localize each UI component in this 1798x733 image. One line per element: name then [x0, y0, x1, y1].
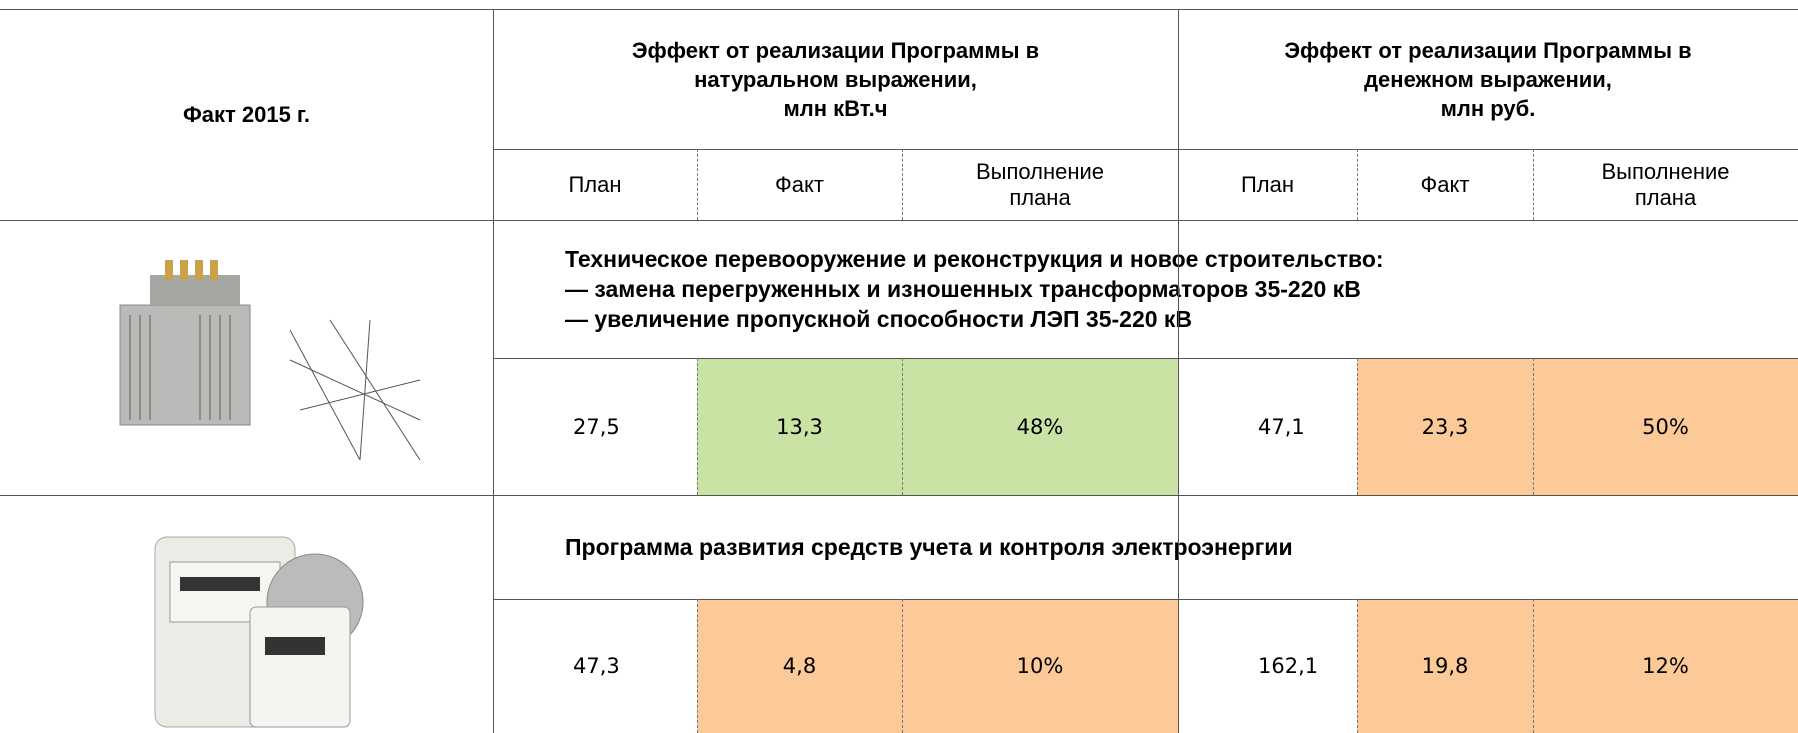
- value-cell: 4,8: [697, 599, 902, 733]
- rule: [902, 358, 903, 495]
- transformer-image: [90, 260, 470, 460]
- text-line: Факт: [775, 172, 824, 198]
- text-line: 27,5: [573, 415, 620, 439]
- rule: [0, 9, 1798, 10]
- header-title: Факт 2015 г.: [0, 9, 493, 220]
- text-line: Выполнение: [1601, 159, 1729, 185]
- rule: [902, 149, 903, 220]
- text-line: Эффект от реализации Программы в: [1284, 36, 1691, 65]
- text-line: 12%: [1642, 654, 1689, 678]
- text-line: плана: [1009, 185, 1070, 211]
- text-line: 162,1: [1258, 654, 1318, 678]
- column-header: Факт: [1357, 149, 1533, 220]
- text-line: План: [1241, 172, 1294, 198]
- rule: [1533, 358, 1534, 495]
- rule: [493, 358, 1798, 359]
- rule: [1533, 599, 1534, 733]
- rule: [697, 149, 698, 220]
- rule: [902, 599, 903, 733]
- text-line: 19,8: [1422, 654, 1469, 678]
- rule: [1357, 149, 1358, 220]
- value-cell: 13,3: [697, 358, 902, 495]
- text-line: 13,3: [776, 415, 823, 439]
- value-cell: 48%: [902, 358, 1178, 495]
- rule: [493, 9, 494, 733]
- rule: [0, 220, 1798, 221]
- text-line: Факт 2015 г.: [183, 100, 310, 129]
- section-title: Программа развития средств учета и контр…: [493, 495, 1798, 599]
- text-line: 10%: [1017, 654, 1064, 678]
- text-line: 48%: [1017, 415, 1064, 439]
- text-line: денежном выражении,: [1364, 65, 1612, 94]
- value-cell: 10%: [902, 599, 1178, 733]
- text-line: — замена перегруженных и изношенных тран…: [565, 274, 1361, 304]
- rule: [697, 358, 698, 495]
- text-line: План: [568, 172, 621, 198]
- text-line: Эффект от реализации Программы в: [632, 36, 1039, 65]
- column-header: План: [493, 149, 697, 220]
- text-line: 4,8: [783, 654, 816, 678]
- value-cell: 27,5: [493, 358, 697, 495]
- text-line: млн кВт.ч: [784, 94, 888, 123]
- rule: [493, 149, 1798, 150]
- text-line: Факт: [1421, 172, 1470, 198]
- section-title: Техническое перевооружение и реконструкц…: [493, 220, 1798, 358]
- text-line: 50%: [1642, 415, 1689, 439]
- text-line: млн руб.: [1441, 94, 1536, 123]
- text-line: натуральном выражении,: [694, 65, 977, 94]
- text-line: плана: [1635, 185, 1696, 211]
- text-line: 23,3: [1422, 415, 1469, 439]
- rule: [0, 495, 1798, 496]
- value-cell: 162,1: [1178, 599, 1357, 733]
- text-line: 47,1: [1258, 415, 1305, 439]
- text-line: Техническое перевооружение и реконструкц…: [565, 244, 1384, 274]
- text-line: 47,3: [573, 654, 620, 678]
- text-line: Программа развития средств учета и контр…: [565, 532, 1293, 562]
- rule: [1357, 358, 1358, 495]
- value-cell: 12%: [1533, 599, 1798, 733]
- column-header: План: [1178, 149, 1357, 220]
- rule: [697, 599, 698, 733]
- value-cell: 23,3: [1357, 358, 1533, 495]
- value-cell: 47,3: [493, 599, 697, 733]
- text-line: Выполнение: [976, 159, 1104, 185]
- meter-image: [145, 522, 365, 733]
- rule: [1357, 599, 1358, 733]
- value-cell: 19,8: [1357, 599, 1533, 733]
- table-page: Факт 2015 г. Эффект от реализации Програм…: [0, 0, 1798, 733]
- rule: [493, 599, 1798, 600]
- value-cell: 50%: [1533, 358, 1798, 495]
- rule: [1533, 149, 1534, 220]
- rule: [1178, 9, 1179, 733]
- value-cell: 47,1: [1178, 358, 1357, 495]
- text-line: — увеличение пропускной способности ЛЭП …: [565, 304, 1192, 334]
- column-header: Факт: [697, 149, 902, 220]
